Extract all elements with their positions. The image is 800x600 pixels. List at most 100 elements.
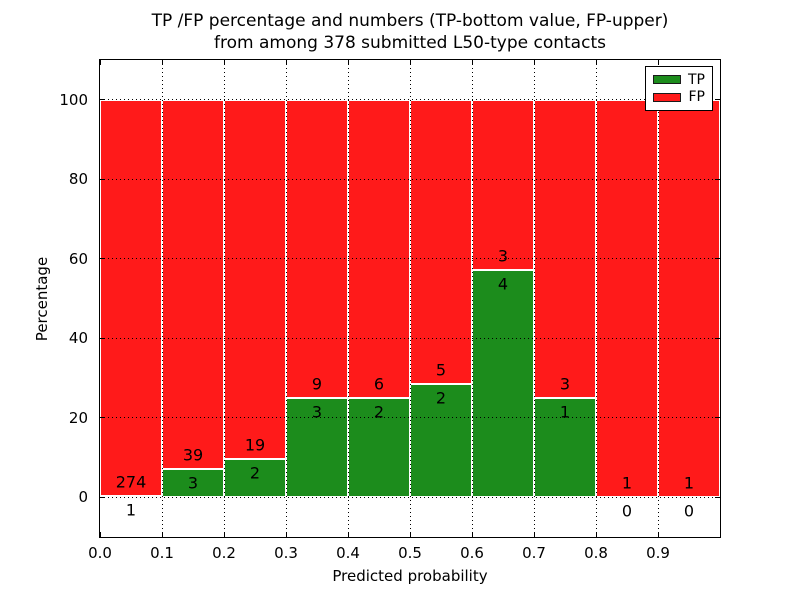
- x-tick-mark-top: [533, 60, 535, 65]
- fp-count-label: 274: [115, 472, 147, 492]
- bar-segment-fp: [472, 99, 534, 271]
- x-tick-label: 0.0: [88, 544, 112, 562]
- x-tick-mark: [347, 532, 349, 537]
- y-tick-mark-right: [715, 337, 720, 339]
- tp-swatch-icon: [653, 75, 681, 85]
- fp-count-label: 3: [559, 374, 571, 394]
- bar-segment-tp: [534, 397, 596, 498]
- x-axis-label: Predicted probability: [332, 567, 488, 585]
- plot-canvas: 274 1 39 3 19 2 9 3 6 2 5 2 3 4 3 1 1 0 1 0: [99, 60, 720, 537]
- y-tick-label: 20: [68, 408, 88, 427]
- v-gridline: [471, 60, 473, 537]
- x-tick-mark-top: [347, 60, 349, 65]
- tp-count-label: 1: [559, 402, 571, 422]
- y-tick-label: 40: [68, 329, 88, 348]
- legend: TP FP: [645, 66, 713, 111]
- tp-count-label: 2: [435, 388, 447, 408]
- bar-segment-tp: [410, 383, 472, 498]
- x-tick-label: 0.7: [522, 544, 546, 562]
- x-tick-mark-top: [285, 60, 287, 65]
- tp-count-label: 4: [497, 274, 509, 294]
- bar-segment-fp: [286, 99, 348, 398]
- y-tick-mark-right: [715, 99, 720, 101]
- legend-entry-fp: FP: [653, 89, 705, 107]
- bar-segment-fp: [224, 99, 286, 460]
- y-tick-label: 80: [68, 170, 88, 189]
- bar-segment-fp: [410, 99, 472, 384]
- x-tick-mark: [595, 532, 597, 537]
- chart-title-line2: from among 378 submitted L50-type contac…: [214, 33, 606, 53]
- legend-entry-tp: TP: [653, 71, 705, 89]
- y-tick-mark-right: [715, 417, 720, 419]
- fp-count-label: 1: [683, 473, 695, 493]
- x-tick-mark-top: [595, 60, 597, 65]
- x-tick-mark: [285, 532, 287, 537]
- bar-segment-fp: [596, 99, 658, 498]
- x-tick-mark-top: [409, 60, 411, 65]
- x-tick-label: 0.9: [646, 544, 670, 562]
- y-tick-mark: [100, 178, 105, 180]
- y-tick-mark: [100, 337, 105, 339]
- y-tick-mark: [100, 99, 105, 101]
- bar-segment-fp: [534, 99, 596, 398]
- x-tick-mark-top: [657, 60, 659, 65]
- y-tick-mark: [100, 417, 105, 419]
- x-tick-mark-top: [161, 60, 163, 65]
- legend-label: TP: [688, 71, 705, 88]
- v-gridline: [161, 60, 163, 537]
- y-tick-label: 60: [68, 249, 88, 268]
- x-tick-mark: [533, 532, 535, 537]
- bar-segment-fp: [100, 99, 162, 496]
- fp-count-label: 6: [373, 374, 385, 394]
- tp-count-label: 2: [373, 402, 385, 422]
- x-tick-mark: [409, 532, 411, 537]
- y-tick-mark-right: [715, 258, 720, 260]
- chart-title-line1: TP /FP percentage and numbers (TP-bottom…: [151, 11, 669, 31]
- bar-segment-tp: [472, 270, 534, 498]
- x-tick-label: 0.5: [398, 544, 422, 562]
- y-tick-mark: [100, 496, 105, 498]
- x-tick-mark-top: [471, 60, 473, 65]
- x-tick-mark: [99, 532, 101, 537]
- v-gridline: [595, 60, 597, 537]
- bar-segment-fp: [658, 99, 720, 498]
- x-tick-label: 0.2: [212, 544, 236, 562]
- x-tick-label: 0.8: [584, 544, 608, 562]
- v-gridline: [223, 60, 225, 537]
- tp-count-label: 3: [311, 402, 323, 422]
- x-tick-mark: [657, 532, 659, 537]
- chart-title: TP /FP percentage and numbers (TP-bottom…: [60, 10, 760, 54]
- x-tick-label: 0.6: [460, 544, 484, 562]
- y-tick-label: 0: [78, 488, 88, 507]
- fp-count-label: 5: [435, 360, 447, 380]
- tp-count-label: 2: [249, 463, 261, 483]
- bar-segment-fp: [348, 99, 410, 398]
- v-gridline: [533, 60, 535, 537]
- tp-count-label: 3: [187, 473, 199, 493]
- v-gridline: [657, 60, 659, 537]
- x-tick-mark-top: [99, 60, 101, 65]
- x-tick-mark-top: [223, 60, 225, 65]
- tp-count-label: 0: [683, 501, 695, 521]
- fp-count-label: 39: [182, 445, 204, 465]
- bar-segment-fp: [162, 99, 224, 469]
- y-axis-label: Percentage: [33, 256, 51, 342]
- v-gridline: [347, 60, 349, 537]
- v-gridline: [285, 60, 287, 537]
- plot-area: 274 1 39 3 19 2 9 3 6 2 5 2 3 4 3 1 1 0 1 0: [99, 59, 721, 538]
- legend-label: FP: [688, 89, 706, 106]
- x-tick-mark: [223, 532, 225, 537]
- x-tick-label: 0.1: [150, 544, 174, 562]
- y-tick-mark: [100, 258, 105, 260]
- bar-segment-tp: [224, 459, 286, 498]
- fp-count-label: 1: [621, 473, 633, 493]
- x-tick-mark: [161, 532, 163, 537]
- fp-swatch-icon: [653, 92, 681, 102]
- tp-count-label: 0: [621, 501, 633, 521]
- tp-count-label: 1: [125, 500, 137, 520]
- fp-count-label: 9: [311, 374, 323, 394]
- v-gridline: [409, 60, 411, 537]
- x-tick-label: 0.3: [274, 544, 298, 562]
- fp-count-label: 19: [244, 435, 266, 455]
